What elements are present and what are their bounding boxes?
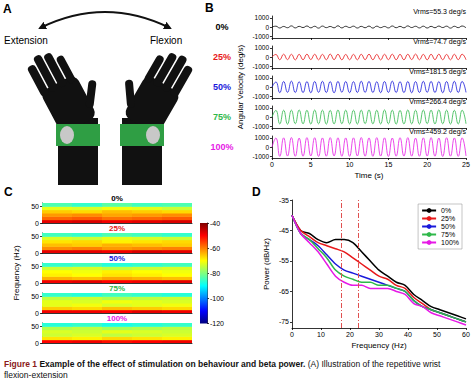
svg-text:0: 0 — [265, 54, 269, 61]
svg-text:5: 5 — [309, 161, 313, 168]
svg-text:A: A — [3, 2, 12, 16]
svg-text:20: 20 — [346, 331, 354, 338]
svg-text:25%: 25% — [213, 52, 231, 62]
svg-text:30: 30 — [375, 331, 383, 338]
svg-text:-40: -40 — [210, 220, 220, 227]
svg-text:0: 0 — [35, 250, 39, 257]
svg-text:B: B — [205, 1, 214, 15]
svg-text:-1000: -1000 — [252, 33, 269, 40]
svg-text:-55: -55 — [279, 257, 289, 264]
svg-text:60: 60 — [462, 331, 470, 338]
svg-text:C: C — [4, 185, 13, 199]
svg-text:25%: 25% — [109, 224, 125, 233]
svg-text:0: 0 — [265, 144, 269, 151]
svg-text:1000: 1000 — [255, 104, 270, 111]
svg-text:0: 0 — [35, 310, 39, 317]
svg-text:25%: 25% — [441, 215, 455, 222]
svg-text:1000: 1000 — [255, 74, 270, 81]
svg-text:50: 50 — [31, 293, 39, 300]
svg-text:10: 10 — [346, 161, 354, 168]
svg-text:50: 50 — [31, 263, 39, 270]
svg-text:50%: 50% — [441, 223, 455, 230]
svg-text:Vrms=181.5 deg/s: Vrms=181.5 deg/s — [409, 68, 466, 76]
svg-text:20: 20 — [423, 161, 431, 168]
svg-text:0: 0 — [270, 161, 274, 168]
html-text:Figure 1 Example of the effect: Figure 1 Example of the effect of stimul… — [4, 359, 441, 380]
svg-text:Vrms=74.7 deg/s: Vrms=74.7 deg/s — [413, 38, 466, 46]
svg-text:0: 0 — [35, 220, 39, 227]
svg-text:Vrms=266.4 deg/s: Vrms=266.4 deg/s — [409, 98, 466, 106]
svg-text:0: 0 — [35, 280, 39, 287]
svg-text:50: 50 — [31, 233, 39, 240]
svg-text:-35: -35 — [279, 197, 289, 204]
svg-text:10: 10 — [317, 331, 325, 338]
svg-text:Vrms=55.3 deg/s: Vrms=55.3 deg/s — [413, 8, 466, 16]
svg-text:0: 0 — [265, 84, 269, 91]
svg-text:Frequency (Hz): Frequency (Hz) — [351, 341, 406, 350]
svg-text:-1000: -1000 — [252, 93, 269, 100]
svg-text:-120: -120 — [210, 320, 224, 327]
svg-text:1000: 1000 — [255, 134, 270, 141]
svg-text:50: 50 — [31, 203, 39, 210]
svg-text:15: 15 — [385, 161, 393, 168]
svg-text:-45: -45 — [279, 227, 289, 234]
svg-text:Extension: Extension — [4, 35, 48, 46]
svg-text:0: 0 — [290, 331, 294, 338]
svg-text:-100: -100 — [210, 295, 224, 302]
svg-text:40: 40 — [404, 331, 412, 338]
svg-text:75%: 75% — [213, 112, 231, 122]
svg-text:0%: 0% — [441, 207, 451, 214]
svg-text:1000: 1000 — [255, 44, 270, 51]
svg-text:-1000: -1000 — [252, 123, 269, 130]
svg-text:Vrms=459.2 deg/s: Vrms=459.2 deg/s — [409, 128, 466, 136]
svg-text:50: 50 — [31, 323, 39, 330]
svg-text:50%: 50% — [109, 254, 125, 263]
svg-text:-60: -60 — [210, 245, 220, 252]
svg-text:-65: -65 — [279, 288, 289, 295]
svg-text:75%: 75% — [109, 284, 125, 293]
svg-text:25: 25 — [462, 161, 470, 168]
svg-text:Angular Velocity (deg/s): Angular Velocity (deg/s) — [236, 44, 245, 129]
svg-text:50: 50 — [433, 331, 441, 338]
svg-text:-80: -80 — [210, 270, 220, 277]
svg-text:Frequency (Hz): Frequency (Hz) — [12, 245, 21, 300]
svg-text:Time (s): Time (s) — [354, 171, 383, 180]
svg-text:1000: 1000 — [255, 14, 270, 21]
svg-text:0%: 0% — [215, 22, 228, 32]
svg-text:Flexion: Flexion — [150, 35, 182, 46]
svg-text:0%: 0% — [111, 194, 123, 203]
svg-text:50%: 50% — [213, 82, 231, 92]
svg-text:100%: 100% — [441, 239, 459, 246]
svg-text:-75: -75 — [279, 318, 289, 325]
svg-text:D: D — [252, 185, 261, 199]
svg-text:Power (dB/Hz): Power (dB/Hz) — [262, 238, 271, 290]
svg-text:0: 0 — [35, 340, 39, 347]
svg-text:75%: 75% — [441, 231, 455, 238]
svg-text:100%: 100% — [107, 314, 127, 323]
svg-text:0: 0 — [265, 114, 269, 121]
svg-text:-1000: -1000 — [252, 63, 269, 70]
svg-text:-1000: -1000 — [252, 153, 269, 160]
svg-text:100%: 100% — [210, 142, 233, 152]
svg-text:0: 0 — [265, 24, 269, 31]
